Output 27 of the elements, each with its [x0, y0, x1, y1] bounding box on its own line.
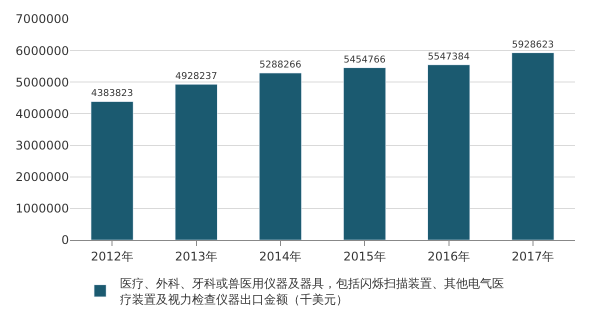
bar — [343, 68, 386, 240]
y-tick-label: 5000000 — [16, 75, 69, 90]
bar — [174, 84, 218, 240]
data-label: 5454766 — [344, 54, 386, 66]
data-label: 5928623 — [512, 39, 554, 50]
x-tick-label: 2017年 — [512, 249, 554, 264]
x-tick-label: 2016年 — [427, 249, 470, 264]
data-label: 4928237 — [175, 71, 218, 82]
y-tick-label: 6000000 — [16, 44, 69, 58]
y-tick-label: 7000000 — [16, 12, 69, 26]
data-label: 5288266 — [259, 60, 302, 71]
legend-label: 医疗、外科、牙科或兽医用仪器及器具，包括闪烁扫描装置、其他电气医疗装置及视力检查仪器出口金额（千美元） — [120, 276, 504, 306]
y-tick-label: 3000000 — [16, 138, 69, 152]
y-tick-label: 1000000 — [16, 202, 69, 216]
data-label: 4383823 — [91, 88, 134, 100]
x-tick-label: 2013年 — [174, 249, 218, 264]
x-tick-label: 2012年 — [90, 249, 134, 264]
bar — [512, 52, 554, 240]
bar — [90, 101, 134, 240]
bar — [427, 64, 470, 240]
bar — [259, 72, 302, 240]
x-tick-label: 2014年 — [259, 249, 302, 264]
x-tick-label: 2015年 — [343, 249, 386, 264]
y-tick-label: 0 — [61, 233, 69, 248]
y-tick-label: 4000000 — [16, 106, 69, 121]
data-label: 5547384 — [428, 52, 470, 62]
y-tick-label: 2000000 — [16, 170, 69, 184]
